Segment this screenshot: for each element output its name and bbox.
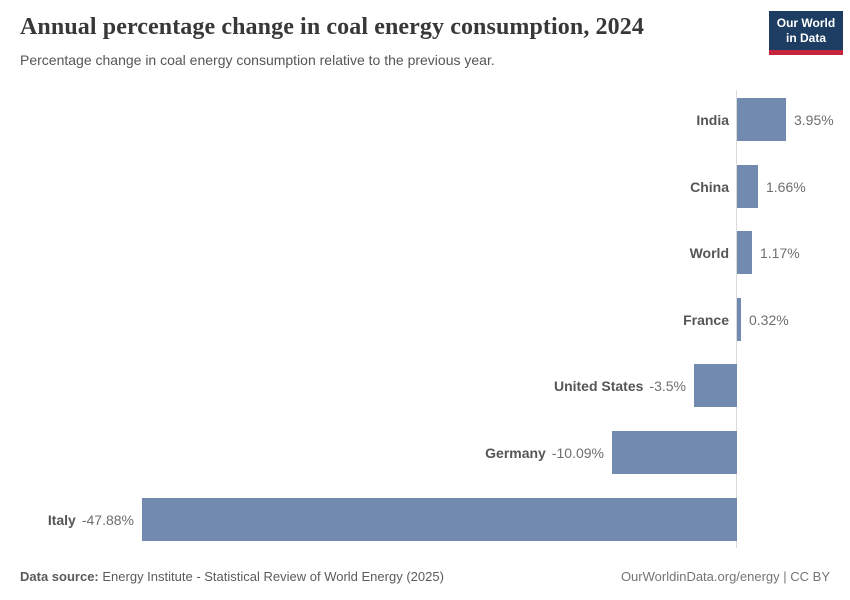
value-label: 1.66% xyxy=(766,178,806,195)
category-and-value-label: Germany -10.09% xyxy=(0,431,604,474)
bar-france[interactable] xyxy=(737,298,741,341)
category-and-value-label: United States -3.5% xyxy=(0,364,686,407)
category-label: India xyxy=(696,111,729,128)
owid-logo-line2: in Data xyxy=(785,31,826,45)
value-label: -47.88% xyxy=(81,511,134,528)
value-label: 3.95% xyxy=(794,111,834,128)
value-label: 1.17% xyxy=(760,244,800,261)
bar-india[interactable] xyxy=(737,98,786,141)
data-source-note: Data source: Energy Institute - Statisti… xyxy=(20,569,444,584)
axis-baseline xyxy=(736,90,737,548)
category-label: China xyxy=(690,178,729,195)
category-and-value-label: Italy -47.88% xyxy=(0,498,134,541)
attribution-link[interactable]: OurWorldinData.org/energy | CC BY xyxy=(620,569,830,584)
value-label: -10.09% xyxy=(551,444,604,461)
bar-world[interactable] xyxy=(737,231,752,274)
value-label: 0.32% xyxy=(749,311,789,328)
category-label: World xyxy=(689,244,729,261)
category-label: Germany xyxy=(485,444,546,461)
category-label: France xyxy=(683,311,729,328)
bar-italy[interactable] xyxy=(142,498,737,541)
category-label: Italy xyxy=(47,511,76,528)
bar-united-states[interactable] xyxy=(694,364,737,407)
category-label: United States xyxy=(553,377,644,394)
data-source-label: Data source: xyxy=(20,569,99,584)
page-title: Annual percentage change in coal energy … xyxy=(20,14,644,40)
page-subtitle: Percentage change in coal energy consump… xyxy=(20,52,495,68)
bar-germany[interactable] xyxy=(612,431,737,474)
value-label: -3.5% xyxy=(649,377,686,394)
owid-logo[interactable]: Our World in Data xyxy=(769,11,843,55)
data-source-text: Energy Institute - Statistical Review of… xyxy=(102,569,444,584)
owid-logo-line1: Our World xyxy=(776,16,836,30)
bar-china[interactable] xyxy=(737,165,758,208)
